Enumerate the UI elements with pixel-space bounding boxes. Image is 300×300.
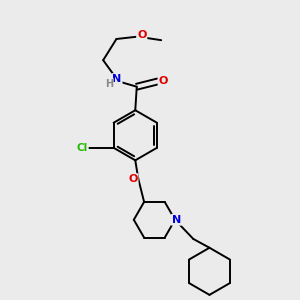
Text: O: O [128, 174, 138, 184]
Text: O: O [137, 30, 146, 40]
Text: Cl: Cl [76, 143, 88, 153]
Text: N: N [172, 215, 181, 225]
Text: N: N [112, 74, 122, 84]
Text: O: O [159, 76, 168, 86]
Text: H: H [105, 79, 113, 89]
